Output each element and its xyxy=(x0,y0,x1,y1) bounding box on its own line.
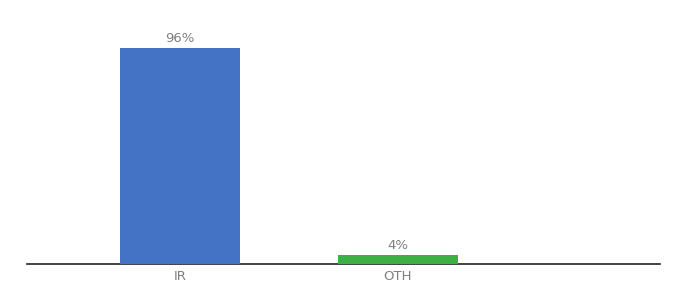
Bar xyxy=(120,48,240,264)
Text: 96%: 96% xyxy=(165,32,194,45)
Bar xyxy=(338,255,458,264)
Text: 4%: 4% xyxy=(388,238,409,252)
